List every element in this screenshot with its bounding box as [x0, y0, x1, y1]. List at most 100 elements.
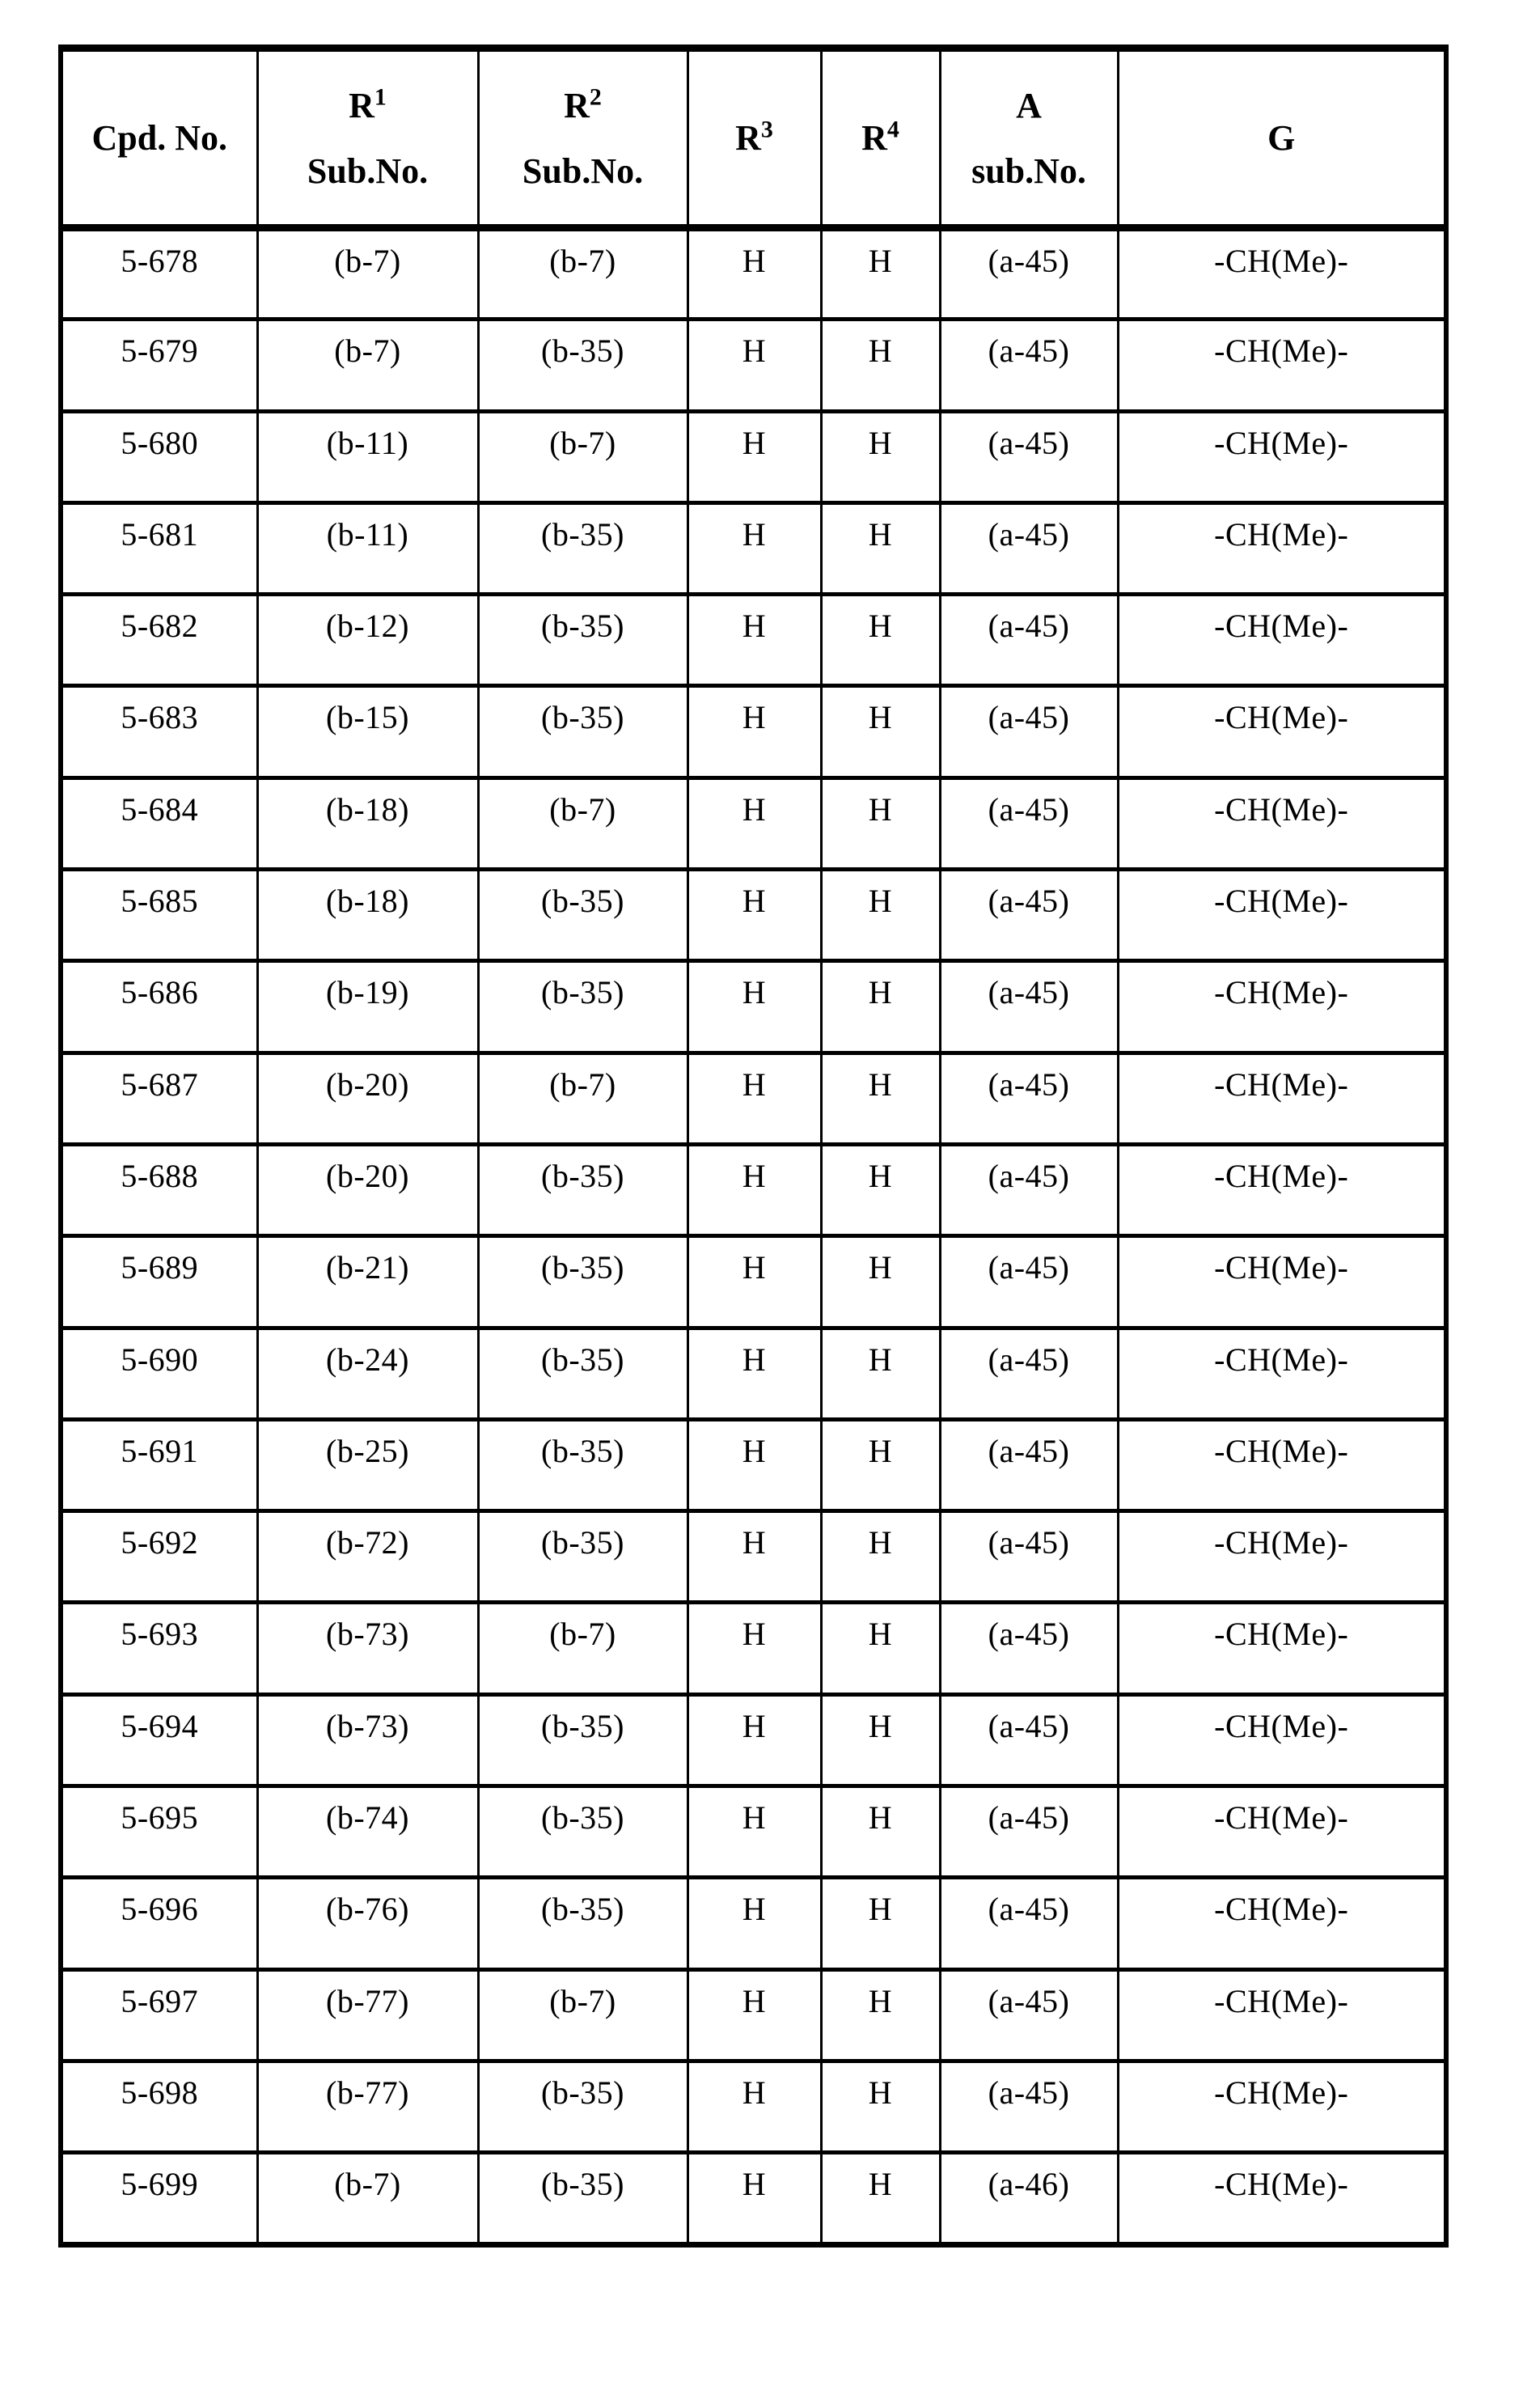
cell-r2-sub-no: (b-35)	[476, 1417, 689, 1511]
cell-r3: H	[686, 1050, 823, 1145]
cell-r1-sub-no: (b-19)	[256, 959, 480, 1053]
cell-r1-sub-no: (b-74)	[256, 1784, 480, 1878]
header-stack-r2: R2 Sub.No.	[480, 83, 687, 192]
cell-r1-sub-no: (b-77)	[256, 1967, 480, 2061]
cell-cpd-no: 5-693	[59, 1600, 259, 1695]
cell-g: -CH(Me)-	[1116, 2150, 1448, 2245]
cell-g: -CH(Me)-	[1116, 867, 1448, 961]
cell-r3: H	[686, 227, 823, 320]
cell-cpd-no: 5-679	[59, 317, 259, 412]
column-header-g: G	[1116, 48, 1448, 231]
table-row: 5-682 (b-12) (b-35) H H (a-45) -CH(Me)-	[59, 592, 1448, 686]
cell-a-sub-no: (a-45)	[938, 775, 1119, 870]
cell-cpd-no: 5-692	[59, 1509, 259, 1603]
table-row: 5-680 (b-11) (b-7) H H (a-45) -CH(Me)-	[59, 409, 1448, 503]
cell-g: -CH(Me)-	[1116, 1417, 1448, 1511]
cell-a-sub-no: (a-45)	[938, 227, 1119, 320]
table-row: 5-681 (b-11) (b-35) H H (a-45) -CH(Me)-	[59, 500, 1448, 595]
cell-r4: H	[819, 227, 941, 320]
table-row: 5-693 (b-73) (b-7) H H (a-45) -CH(Me)-	[59, 1600, 1448, 1695]
cell-g: -CH(Me)-	[1116, 1050, 1448, 1145]
cell-cpd-no: 5-687	[59, 1050, 259, 1145]
table-row: 5-698 (b-77) (b-35) H H (a-45) -CH(Me)-	[59, 2058, 1448, 2153]
cell-a-sub-no: (a-45)	[938, 1050, 1119, 1145]
cell-cpd-no: 5-682	[59, 592, 259, 686]
cell-r4: H	[819, 867, 941, 961]
cell-a-sub-no: (a-45)	[938, 1417, 1119, 1511]
cell-cpd-no: 5-680	[59, 409, 259, 503]
cell-r2-sub-no: (b-7)	[476, 775, 689, 870]
header-r1-subno-label: Sub.No.	[307, 150, 429, 191]
cell-r4: H	[819, 1875, 941, 1970]
table-row: 5-699 (b-7) (b-35) H H (a-46) -CH(Me)-	[59, 2150, 1448, 2245]
cell-g: -CH(Me)-	[1116, 317, 1448, 412]
header-r2-base: R	[564, 85, 590, 125]
table-row: 5-692 (b-72) (b-35) H H (a-45) -CH(Me)-	[59, 1509, 1448, 1603]
cell-r2-sub-no: (b-35)	[476, 867, 689, 961]
cell-r4: H	[819, 2058, 941, 2153]
cell-r1-sub-no: (b-20)	[256, 1142, 480, 1236]
cell-r4: H	[819, 1050, 941, 1145]
cell-g: -CH(Me)-	[1116, 1692, 1448, 1786]
cell-r3: H	[686, 775, 823, 870]
cell-cpd-no: 5-688	[59, 1142, 259, 1236]
cell-a-sub-no: (a-45)	[938, 317, 1119, 412]
cell-r2-sub-no: (b-35)	[476, 500, 689, 595]
cell-r3: H	[686, 959, 823, 1053]
cell-r1-sub-no: (b-18)	[256, 775, 480, 870]
cell-a-sub-no: (a-45)	[938, 1234, 1119, 1328]
table-row: 5-689 (b-21) (b-35) H H (a-45) -CH(Me)-	[59, 1234, 1448, 1328]
cell-r2-sub-no: (b-35)	[476, 1692, 689, 1786]
table-row: 5-686 (b-19) (b-35) H H (a-45) -CH(Me)-	[59, 959, 1448, 1053]
cell-cpd-no: 5-697	[59, 1967, 259, 2061]
cell-r4: H	[819, 1142, 941, 1236]
table-row: 5-684 (b-18) (b-7) H H (a-45) -CH(Me)-	[59, 775, 1448, 870]
header-r3-symbol: R3	[735, 117, 773, 158]
cell-r1-sub-no: (b-11)	[256, 500, 480, 595]
cell-g: -CH(Me)-	[1116, 1784, 1448, 1878]
cell-r3: H	[686, 1692, 823, 1786]
cell-r2-sub-no: (b-35)	[476, 2150, 689, 2245]
cell-r2-sub-no: (b-7)	[476, 409, 689, 503]
cell-r4: H	[819, 1967, 941, 2061]
table-row: 5-696 (b-76) (b-35) H H (a-45) -CH(Me)-	[59, 1875, 1448, 1970]
cell-cpd-no: 5-678	[59, 227, 259, 320]
cell-a-sub-no: (a-45)	[938, 1967, 1119, 2061]
cell-a-sub-no: (a-45)	[938, 1142, 1119, 1236]
cell-a-sub-no: (a-45)	[938, 1784, 1119, 1878]
header-r2-symbol: R2	[564, 83, 602, 126]
table-row: 5-695 (b-74) (b-35) H H (a-45) -CH(Me)-	[59, 1784, 1448, 1878]
cell-r1-sub-no: (b-76)	[256, 1875, 480, 1970]
cell-r2-sub-no: (b-35)	[476, 1142, 689, 1236]
cell-a-sub-no: (a-45)	[938, 1692, 1119, 1786]
header-r4-superscript: 4	[886, 116, 899, 143]
cell-r2-sub-no: (b-7)	[476, 1600, 689, 1695]
cell-r4: H	[819, 592, 941, 686]
cell-r1-sub-no: (b-11)	[256, 409, 480, 503]
cell-r3: H	[686, 867, 823, 961]
cell-r2-sub-no: (b-35)	[476, 1234, 689, 1328]
cell-r3: H	[686, 1509, 823, 1603]
cell-r1-sub-no: (b-24)	[256, 1325, 480, 1420]
cell-g: -CH(Me)-	[1116, 959, 1448, 1053]
cell-g: -CH(Me)-	[1116, 409, 1448, 503]
cell-r2-sub-no: (b-35)	[476, 1509, 689, 1603]
cell-a-sub-no: (a-45)	[938, 409, 1119, 503]
cell-cpd-no: 5-691	[59, 1417, 259, 1511]
cell-r4: H	[819, 500, 941, 595]
cell-a-sub-no: (a-45)	[938, 684, 1119, 778]
cell-r3: H	[686, 317, 823, 412]
header-r2-superscript: 2	[589, 83, 602, 110]
cell-a-sub-no: (a-45)	[938, 1509, 1119, 1603]
cell-g: -CH(Me)-	[1116, 1142, 1448, 1236]
cell-r3: H	[686, 409, 823, 503]
cell-r2-sub-no: (b-35)	[476, 1875, 689, 1970]
cell-g: -CH(Me)-	[1116, 1967, 1448, 2061]
cell-r4: H	[819, 959, 941, 1053]
table-row: 5-683 (b-15) (b-35) H H (a-45) -CH(Me)-	[59, 684, 1448, 778]
cell-cpd-no: 5-686	[59, 959, 259, 1053]
cell-r1-sub-no: (b-12)	[256, 592, 480, 686]
cell-r1-sub-no: (b-72)	[256, 1509, 480, 1603]
table-header: Cpd. No. R1 Sub.No. R2 Sub.No. R3	[59, 48, 1448, 231]
cell-r3: H	[686, 1875, 823, 1970]
